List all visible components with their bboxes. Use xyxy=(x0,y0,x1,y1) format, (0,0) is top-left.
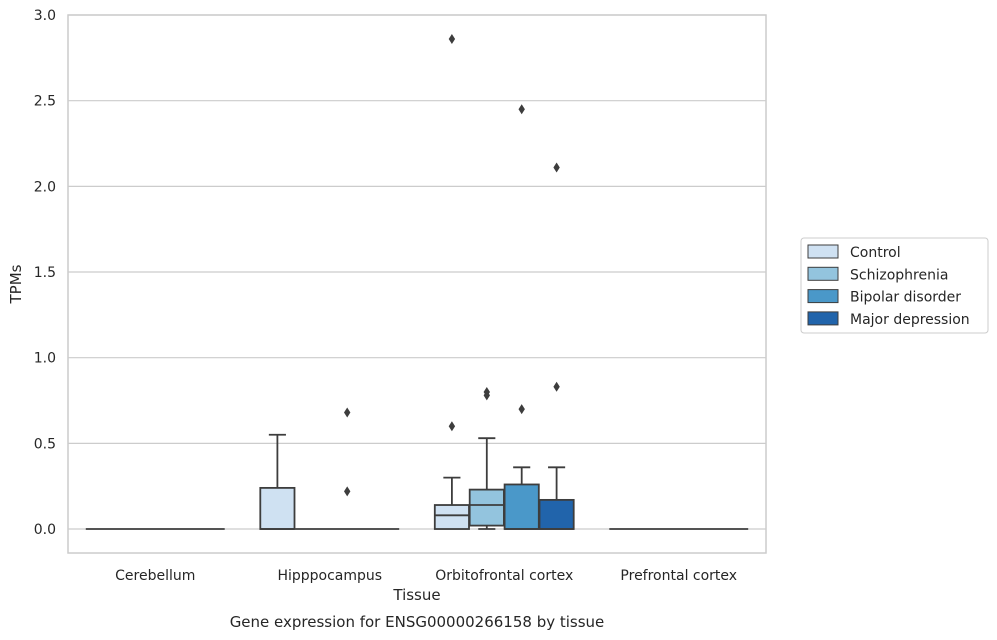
y-tick-label: 3.0 xyxy=(34,8,56,24)
outlier-point xyxy=(344,407,351,418)
box-body xyxy=(433,504,470,530)
x-tick-label: Prefrontal cortex xyxy=(620,568,737,584)
outlier-point xyxy=(518,104,525,115)
y-tick-label: 2.0 xyxy=(34,179,56,195)
plot-frame xyxy=(67,14,767,554)
legend-label: Major depression xyxy=(850,312,970,328)
x-tick-label: Cerebellum xyxy=(115,568,195,584)
x-tick-label: Orbitofrontal cortex xyxy=(435,568,573,584)
y-tick-label: 0.0 xyxy=(34,522,56,538)
y-tick-label: 1.0 xyxy=(34,351,56,367)
legend: Control Schizophrenia Bipolar disorder Majo… xyxy=(800,237,989,334)
y-tick-label: 1.5 xyxy=(34,265,56,281)
legend-label: Bipolar disorder xyxy=(850,290,961,306)
box-body xyxy=(259,486,296,530)
outlier-point xyxy=(553,162,560,173)
box xyxy=(468,386,505,530)
legend-swatch xyxy=(807,244,839,259)
y-tick-labels: 0.0 0.5 1.0 1.5 2.0 2.5 3.0 xyxy=(34,8,56,538)
outlier-point xyxy=(344,486,351,497)
outlier-point xyxy=(553,381,560,392)
x-tick-labels: Cerebellum Hipppocampus Orbitofrontal cort… xyxy=(115,568,737,584)
box xyxy=(503,104,540,530)
legend-swatch xyxy=(807,266,839,281)
y-tick-label: 0.5 xyxy=(34,436,56,452)
box-body xyxy=(503,483,540,530)
box xyxy=(259,433,296,530)
legend-swatch xyxy=(807,311,839,326)
y-axis-label: TPMs xyxy=(7,264,25,304)
box xyxy=(538,162,575,530)
x-tick-label: Hipppocampus xyxy=(277,568,382,584)
box xyxy=(433,33,470,530)
box-body xyxy=(538,498,575,530)
legend-label: Schizophrenia xyxy=(850,267,948,283)
outlier-point xyxy=(483,390,490,401)
grid-lines xyxy=(68,14,766,530)
legend-label: Control xyxy=(850,245,901,261)
box xyxy=(295,407,400,530)
boxes xyxy=(85,33,749,530)
y-tick-label: 2.5 xyxy=(34,94,56,110)
box-body xyxy=(468,488,505,527)
outlier-point xyxy=(448,421,456,432)
legend-swatch xyxy=(807,289,839,304)
outlier-point xyxy=(518,404,525,415)
outlier-point xyxy=(448,33,456,44)
x-axis-label: Tissue xyxy=(392,586,440,604)
chart-caption: Gene expression for ENSG00000266158 by t… xyxy=(230,613,605,631)
legend-frame xyxy=(800,237,989,334)
